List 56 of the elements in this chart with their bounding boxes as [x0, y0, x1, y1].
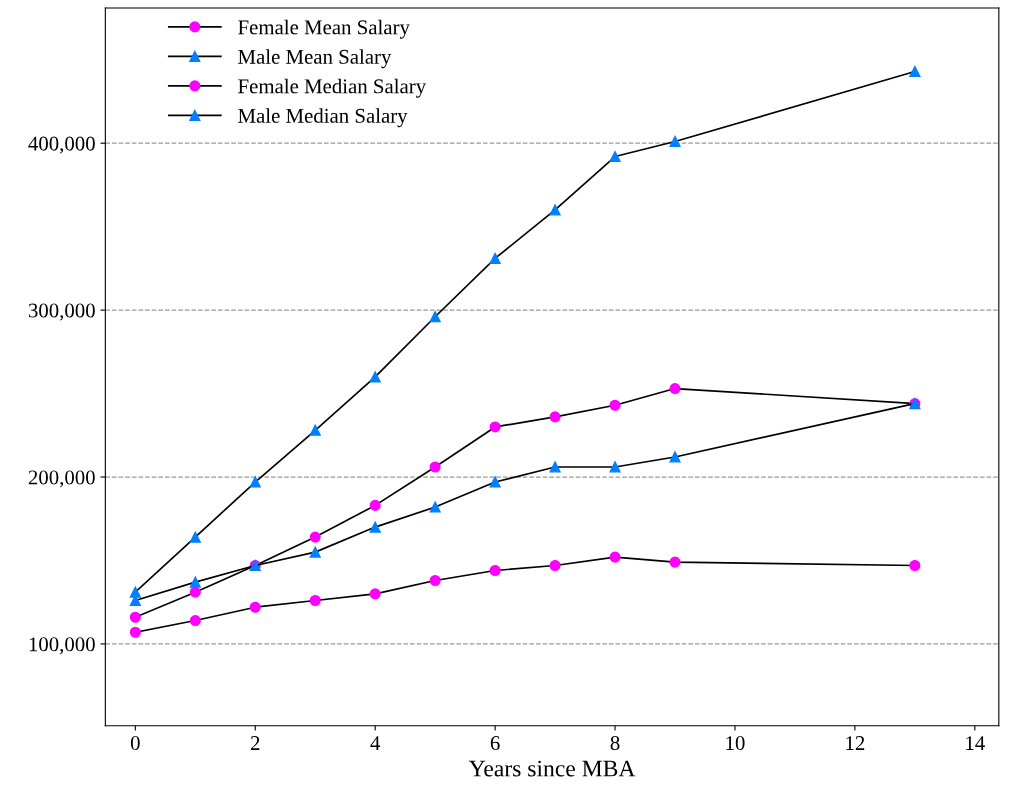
point [429, 501, 441, 513]
point [129, 611, 141, 623]
point [669, 451, 681, 463]
y-tick-label: 100,000 [29, 637, 95, 655]
point [609, 399, 621, 411]
point [609, 151, 621, 163]
point [549, 411, 561, 423]
point [309, 546, 321, 558]
point [129, 586, 141, 598]
x-tick-label: 10 [726, 736, 745, 751]
legend-label: Male Median Salary [238, 108, 408, 128]
point [489, 252, 501, 264]
point [909, 559, 921, 572]
point [609, 551, 621, 563]
point [549, 559, 561, 572]
x-axis-title: Years since MBA [468, 760, 636, 777]
point [489, 421, 501, 433]
x-tick-label: 4 [370, 736, 381, 750]
y-tick-label: 200,000 [28, 470, 95, 488]
point [369, 371, 381, 383]
point [309, 531, 321, 543]
x-tick-label: 0 [130, 736, 140, 751]
point [489, 564, 501, 577]
point [429, 574, 441, 587]
point [609, 461, 621, 473]
point [129, 626, 141, 638]
point [189, 586, 201, 598]
point [369, 521, 381, 533]
x-tick-label: 8 [610, 736, 620, 751]
point [429, 311, 441, 323]
legend-label: Male Mean Salary [238, 49, 392, 69]
legend-label: Female Mean Salary [238, 19, 410, 39]
point [369, 499, 381, 511]
x-tick-label: 2 [250, 736, 260, 750]
point [189, 614, 201, 627]
point [429, 461, 441, 473]
point [369, 588, 381, 600]
point [249, 601, 261, 613]
point [549, 204, 561, 216]
point [249, 476, 261, 488]
legend-label: Female Median Salary [238, 78, 427, 98]
point [669, 556, 681, 568]
point [669, 382, 681, 395]
point [189, 576, 201, 588]
y-tick-label: 400,000 [28, 136, 95, 154]
point [489, 476, 501, 488]
x-tick-label: 6 [490, 736, 500, 751]
point [909, 65, 921, 77]
point [309, 424, 321, 436]
point [549, 461, 561, 473]
x-tick-label: 12 [846, 736, 865, 750]
point [309, 594, 321, 607]
x-tick-label: 14 [966, 736, 985, 750]
point [189, 531, 201, 543]
point [669, 135, 681, 148]
y-tick-label: 300,000 [28, 303, 95, 321]
